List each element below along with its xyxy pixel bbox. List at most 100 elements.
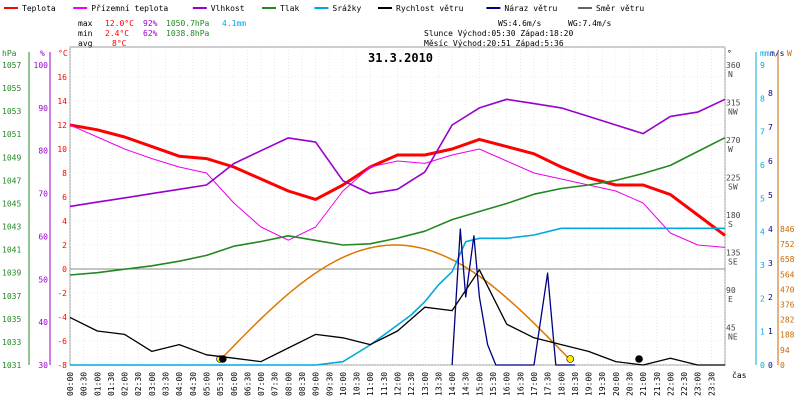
stat-sun: Slunce Východ:05:30 Západ:18:20 [424,29,573,38]
tick-hpa: 1055 [2,84,21,93]
tick-x: 15:00 [475,372,484,396]
tick-pct: 100 [34,61,49,70]
tick-x: 19:30 [598,372,607,396]
tick-pct: 40 [38,318,48,327]
chart-title: 31.3.2010 [368,51,433,65]
tick-ms: 6 [768,157,773,166]
tick-x: 06:00 [230,372,239,396]
tick-x: 04:30 [189,372,198,396]
legend-label: Tlak [280,4,299,13]
tick-x: 21:30 [653,372,662,396]
tick-hpa: 1035 [2,315,21,324]
tick-x: 22:30 [680,372,689,396]
tick-dir: NE [728,333,738,342]
tick-mm: 9 [760,61,765,70]
tick-deg: 315 [726,99,741,108]
tick-wm: 282 [780,316,795,325]
tick-ms: 1 [768,327,773,336]
tick-dir: W [728,145,733,154]
tick-pct: 60 [38,232,48,241]
tick-x: 16:00 [503,372,512,396]
tick-c: 2 [62,241,67,250]
tick-ms: 8 [768,89,773,98]
tick-dir: NW [728,108,738,117]
stat-max-h: 92% [143,19,158,28]
tick-mm: 2 [760,294,765,303]
tick-c: 8 [62,169,67,178]
tick-x: 00:30 [80,372,89,396]
tick-hpa: 1047 [2,176,21,185]
tick-ms: 7 [768,123,773,132]
tick-pct: 70 [38,190,48,199]
tick-deg: 180 [726,211,741,220]
tick-x: 05:30 [216,372,225,396]
tick-hpa: 1039 [2,269,21,278]
tick-ms: 4 [768,225,773,234]
tick-x: 18:30 [571,372,580,396]
tick-mm: 4 [760,228,765,237]
tick-x: 23:30 [707,372,716,396]
tick-x: 21:00 [639,372,648,396]
tick-mm: 3 [760,261,765,270]
tick-x: 15:30 [489,372,498,396]
series-rychlost-vetru [69,269,725,366]
tick-pct: 80 [38,147,48,156]
stat-avg-t: 8°C [112,39,127,48]
tick-x: 23:00 [694,372,703,396]
tick-x: 22:00 [666,372,675,396]
tick-mm: 6 [760,161,765,170]
tick-x: 09:30 [325,372,334,396]
tick-c: 6 [62,193,67,202]
tick-x: 01:30 [107,372,116,396]
stat-max-p: 1050.7hPa [166,19,210,28]
tick-mm: 5 [760,194,765,203]
tick-x: 03:00 [148,372,157,396]
tick-x: 04:00 [175,372,184,396]
tick-ms: 2 [768,293,773,302]
stat-min-p: 1038.8hPa [166,29,210,38]
legend-label: Teplota [22,4,56,13]
tick-c: 14 [57,97,67,106]
tick-wm: 94 [780,346,790,355]
moonrise-marker [635,355,643,363]
tick-ms: 0 [768,361,773,370]
tick-mm: 0 [760,361,765,370]
tick-pct: 50 [38,275,48,284]
tick-x: 07:30 [271,372,280,396]
axis-title-hpa: hPa [2,49,17,58]
tick-mm: 1 [760,328,765,337]
tick-c: 4 [62,217,67,226]
tick-deg: 225 [726,174,741,183]
tick-dir: SW [728,183,738,192]
axis-title-c: °C [58,49,68,58]
tick-x: 19:00 [585,372,594,396]
tick-c: 16 [57,73,67,82]
tick-deg: 360 [726,61,741,70]
tick-x: 01:00 [93,372,102,396]
tick-deg: 270 [726,136,741,145]
tick-dir: E [728,295,733,304]
tick-hpa: 1037 [2,292,21,301]
tick-x: 10:30 [353,372,362,396]
legend-label: Směr větru [596,4,644,13]
stat-max-t: 12.0°C [105,19,134,28]
tick-x: 11:00 [366,372,375,396]
tick-x: 17:00 [530,372,539,396]
stat-wg: WG:7.4m/s [568,19,612,28]
tick-hpa: 1033 [2,338,21,347]
tick-x: 02:30 [134,372,143,396]
sunset-marker [566,355,575,363]
tick-wm: 188 [780,331,795,340]
series-vlhkost [69,98,726,208]
tick-deg: 90 [726,286,736,295]
tick-ms: 3 [768,259,773,268]
axis-title-wm: W [787,49,792,58]
stat-min-t: 2.4°C [105,29,129,38]
tick-hpa: 1053 [2,107,21,116]
tick-x: 07:00 [257,372,266,396]
tick-c: -8 [57,361,67,370]
tick-c: -2 [57,289,67,298]
tick-x: 02:00 [121,372,130,396]
stat-moon: Měsíc Východ:20:51 Západ:5:36 [424,39,564,48]
